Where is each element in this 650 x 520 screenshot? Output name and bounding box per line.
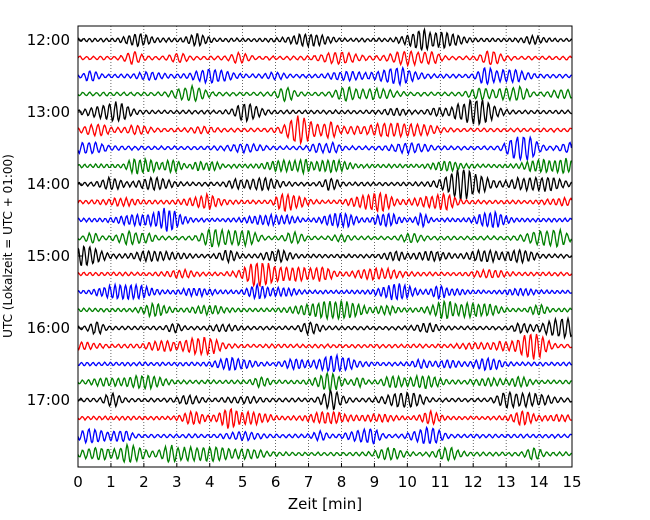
trace-13:15 — [77, 115, 572, 146]
trace-16:15 — [77, 333, 572, 360]
trace-14:15 — [77, 191, 573, 213]
y-tick-label: 16:00 — [27, 319, 70, 337]
trace-16:00 — [77, 315, 572, 340]
trace-12:00 — [77, 26, 573, 52]
traces — [77, 26, 573, 464]
x-tick-label: 6 — [271, 473, 281, 491]
x-tick-label: 9 — [370, 473, 380, 491]
trace-15:45 — [77, 299, 572, 322]
x-tick-label: 2 — [139, 473, 149, 491]
trace-12:45 — [77, 83, 572, 103]
y-tick-label: 14:00 — [27, 175, 70, 193]
y-axis: 12:00 13:00 14:00 15:00 16:00 17:00 — [27, 31, 82, 409]
trace-16:45 — [77, 371, 572, 395]
trace-15:30 — [77, 282, 572, 301]
x-tick-label: 11 — [431, 473, 450, 491]
x-tick-label: 10 — [398, 473, 417, 491]
trace-14:45 — [77, 227, 573, 249]
x-tick-label: 3 — [172, 473, 182, 491]
trace-14:00 — [77, 169, 573, 201]
trace-15:15 — [77, 262, 573, 288]
trace-17:15 — [77, 407, 572, 429]
x-tick-label: 15 — [562, 473, 581, 491]
x-tick-label: 7 — [304, 473, 314, 491]
y-tick-label: 17:00 — [27, 391, 70, 409]
x-tick-label: 13 — [497, 473, 516, 491]
trace-13:45 — [77, 156, 573, 176]
trace-13:30 — [77, 135, 573, 162]
trace-12:15 — [77, 49, 573, 68]
y-tick-label: 13:00 — [27, 103, 70, 121]
trace-17:45 — [77, 442, 573, 464]
x-axis-title: Zeit [min] — [288, 495, 362, 513]
x-tick-label: 4 — [205, 473, 215, 491]
trace-13:00 — [77, 98, 572, 127]
trace-14:30 — [77, 207, 573, 232]
x-axis: 0 1 2 3 4 5 6 7 8 9 10 11 12 13 14 15 — [73, 463, 582, 491]
trace-16:30 — [77, 352, 572, 373]
x-tick-label: 0 — [73, 473, 83, 491]
x-tick-label: 8 — [337, 473, 347, 491]
trace-17:00 — [77, 389, 572, 411]
x-tick-label: 1 — [106, 473, 116, 491]
x-tick-label: 5 — [238, 473, 248, 491]
plot-frame — [77, 25, 573, 468]
trace-15:00 — [77, 245, 573, 267]
trace-17:30 — [77, 425, 572, 445]
x-tick-label: 14 — [530, 473, 549, 491]
y-tick-label: 15:00 — [27, 247, 70, 265]
x-tick-label: 12 — [464, 473, 483, 491]
y-tick-label: 12:00 — [27, 31, 70, 49]
y-axis-title: UTC (Lokalzeit = UTC + 01:00) — [1, 154, 15, 338]
trace-12:30 — [77, 65, 572, 88]
